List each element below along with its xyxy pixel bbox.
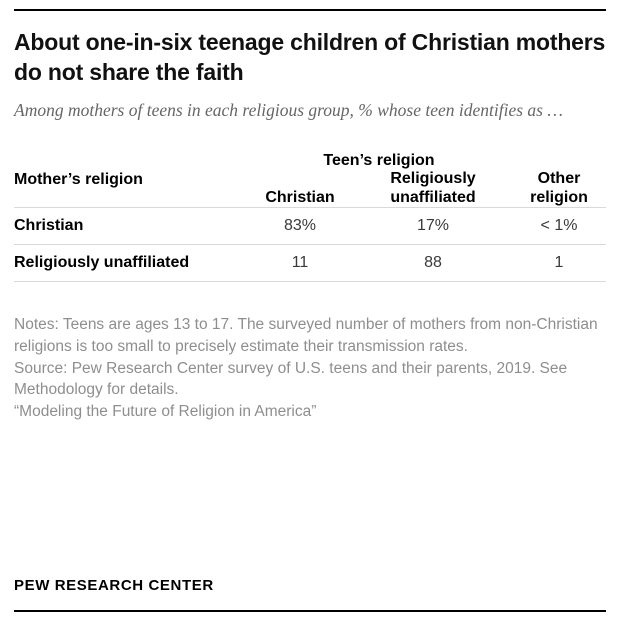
bottom-rule	[14, 610, 606, 612]
transmission-table: Mother’s religion Teen’s religion Christ…	[14, 152, 606, 282]
value-unaffiliated-other: 1	[554, 254, 564, 272]
value-unaffiliated-unaffiliated: 88	[424, 254, 442, 272]
value-unaffiliated-christian: 11	[291, 254, 309, 272]
header-spacer	[512, 152, 606, 170]
value-christian-unaffiliated: 17%	[416, 217, 450, 235]
row-label-religiously-unaffiliated: Religiously unaffiliated	[14, 254, 190, 272]
page-title: About one-in-six teenage children of Chr…	[14, 29, 606, 85]
value-christian-christian: 83%	[283, 217, 317, 235]
notes-text: Notes: Teens are ages 13 to 17. The surv…	[14, 316, 598, 355]
source-text: Source: Pew Research Center survey of U.…	[14, 359, 568, 399]
chart-subtitle: Among mothers of teens in each religious…	[14, 99, 563, 120]
mothers-religion-header: Mother’s religion	[14, 170, 143, 188]
notes-block: Notes: Teens are ages 13 to 17. The surv…	[14, 314, 606, 422]
row-label-christian: Christian	[14, 217, 84, 235]
top-rule	[14, 9, 606, 11]
column-header-religiously-unaffiliated: Religiously unaffiliated	[390, 170, 476, 206]
column-header-other-religion: Other religion	[530, 170, 588, 206]
table-header: Mother’s religion Teen’s religion Christ…	[14, 152, 606, 207]
table-row: Religiously unaffiliated 11 88 1	[14, 244, 606, 282]
pew-research-center-brand: PEW RESEARCH CENTER	[14, 577, 214, 594]
report-title-text: “Modeling the Future of Religion in Amer…	[14, 402, 317, 420]
table-row: Christian 83% 17% < 1%	[14, 207, 606, 245]
column-header-christian: Christian	[265, 188, 335, 206]
teens-religion-group-header: Teen’s religion	[323, 152, 435, 170]
value-christian-other: < 1%	[540, 217, 578, 235]
